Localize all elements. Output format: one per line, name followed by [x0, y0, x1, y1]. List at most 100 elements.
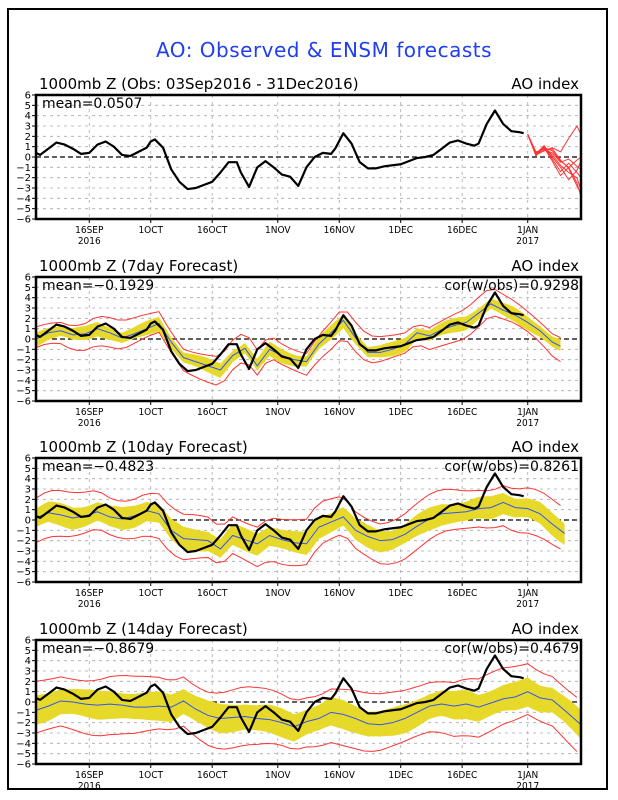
y-tick-label: −3 [16, 184, 31, 195]
y-tick-label: −6 [16, 397, 31, 408]
ensemble-max-line [35, 288, 561, 357]
x-tick-year: 2017 [516, 418, 539, 429]
x-tick-label: 1NOV [265, 770, 291, 781]
y-tick-label: 5 [25, 646, 31, 657]
mean-label: mean=−0.1929 [42, 278, 154, 294]
x-tick-label: 1DEC [388, 407, 413, 418]
y-tick-label: 3 [25, 304, 31, 315]
observed-line [35, 654, 524, 736]
x-tick-label: 1NOV [265, 225, 291, 236]
y-tick-label: 5 [25, 464, 31, 475]
y-tick-label: 1 [25, 687, 31, 698]
plot-frame [34, 638, 583, 766]
y-tick-label: −4 [16, 557, 31, 568]
x-tick-label: 16NOV [324, 407, 356, 418]
plot-frame [34, 456, 583, 584]
panel-4: 1000mb Z (14day Forecast) AO index 16SEP 2 0… [16, 620, 583, 792]
y-tick-label: 1 [25, 324, 31, 335]
x-tick-label: 16SEP [75, 588, 104, 599]
mean-label: mean=−0.8679 [42, 641, 154, 657]
y-tick-label: 6 [25, 454, 31, 465]
ensemble-max-line [35, 663, 578, 701]
y-tick-label: 4 [25, 474, 31, 485]
y-tick-label: −5 [16, 386, 31, 397]
plot-frame [34, 93, 583, 221]
y-tick-label: −3 [16, 547, 31, 558]
x-tick-label: 16DEC [447, 225, 477, 236]
y-tick-label: 5 [25, 283, 31, 294]
ensemble-member-line [527, 134, 582, 194]
ensemble-max-line [35, 485, 561, 528]
x-tick-label: 16DEC [447, 770, 477, 781]
x-tick-label: 16OCT [197, 588, 228, 599]
panel-1: 1000mb Z (Obs: 03Sep2016 - 31Dec2016) AO … [16, 75, 583, 247]
correlation-label: cor(w/obs)=0.9298 [444, 278, 579, 294]
y-tick-label: −1 [16, 163, 31, 174]
y-tick-label: 3 [25, 667, 31, 678]
y-tick-label: −2 [16, 536, 31, 547]
y-tick-label: 6 [25, 636, 31, 647]
panel-title: 1000mb Z (14day Forecast) [39, 620, 248, 638]
observed-line [35, 109, 524, 191]
y-tick-label: 0 [25, 153, 31, 164]
y-tick-label: 0 [25, 516, 31, 527]
y-tick-label: −1 [16, 526, 31, 537]
x-tick-label: 16SEP [75, 770, 104, 781]
y-tick-label: 3 [25, 122, 31, 133]
y-tick-label: −2 [16, 718, 31, 729]
panel-right-label: AO index [511, 438, 579, 456]
y-tick-label: 6 [25, 273, 31, 284]
x-tick-label: 16OCT [197, 407, 228, 418]
x-tick-label: 16DEC [447, 407, 477, 418]
x-tick-label: 16OCT [197, 770, 228, 781]
x-tick-label: 16SEP [75, 407, 104, 418]
correlation-label: cor(w/obs)=0.8261 [444, 459, 579, 475]
panel-right-label: AO index [511, 75, 579, 93]
observed-line [35, 291, 524, 373]
y-tick-label: 2 [25, 677, 31, 688]
y-tick-label: −2 [16, 173, 31, 184]
y-tick-label: −4 [16, 376, 31, 387]
y-tick-label: 2 [25, 132, 31, 143]
y-tick-label: −3 [16, 729, 31, 740]
x-tick-label: 1DEC [388, 770, 413, 781]
mean-label: mean=−0.4823 [42, 459, 154, 475]
x-tick-label: 1JAN [517, 588, 538, 599]
ensemble-mean-line [35, 691, 582, 728]
y-tick-label: −2 [16, 355, 31, 366]
ensemble-min-line [35, 713, 578, 752]
y-tick-label: −5 [16, 204, 31, 215]
y-tick-label: 4 [25, 111, 31, 122]
x-tick-label: 1JAN [517, 770, 538, 781]
y-tick-label: −1 [16, 708, 31, 719]
y-tick-label: −6 [16, 578, 31, 589]
ensemble-min-line [35, 315, 561, 386]
x-tick-label: 1OCT [138, 588, 163, 599]
x-tick-label: 16SEP [75, 225, 104, 236]
x-tick-label: 1NOV [265, 588, 291, 599]
y-tick-label: −5 [16, 749, 31, 760]
x-tick-year: 2016 [78, 599, 101, 610]
y-tick-label: 1 [25, 505, 31, 516]
spread-band [36, 298, 561, 378]
y-tick-label: −4 [16, 739, 31, 750]
mean-label: mean=0.0507 [42, 96, 142, 112]
x-tick-label: 16DEC [447, 588, 477, 599]
x-tick-label: 16NOV [324, 770, 356, 781]
figure-title: AO: Observed & ENSM forecasts [155, 38, 493, 62]
x-tick-label: 1OCT [138, 225, 163, 236]
spread-band [36, 492, 565, 558]
y-tick-label: −5 [16, 567, 31, 578]
x-tick-label: 1OCT [138, 407, 163, 418]
observed-line [35, 472, 524, 554]
y-tick-label: 0 [25, 698, 31, 709]
ensemble-member-line [527, 134, 582, 178]
x-tick-label: 1JAN [517, 407, 538, 418]
figure-frame [7, 8, 608, 790]
panel-right-label: AO index [511, 620, 579, 638]
x-tick-year: 2016 [78, 418, 101, 429]
y-tick-label: −6 [16, 215, 31, 226]
ensemble-min-line [35, 525, 561, 568]
panel-title: 1000mb Z (Obs: 03Sep2016 - 31Dec2016) [39, 75, 359, 93]
